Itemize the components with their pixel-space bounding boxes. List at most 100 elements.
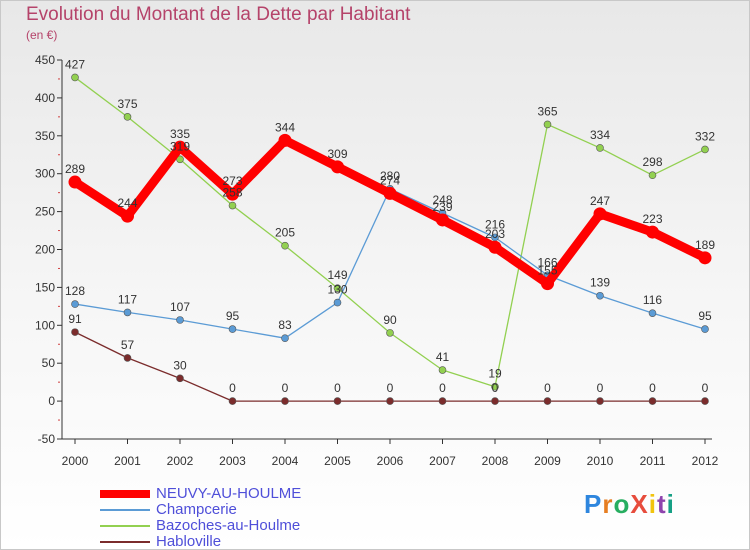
data-label: 0: [439, 381, 446, 395]
data-label: 117: [118, 292, 137, 306]
legend-label: NEUVY-AU-HOULME: [156, 485, 302, 502]
data-label: 0: [229, 381, 236, 395]
data-point: [71, 300, 79, 308]
logo-letter: t: [656, 489, 667, 519]
legend-swatch: [100, 541, 150, 543]
data-point: [71, 73, 79, 82]
data-point: [701, 397, 709, 405]
data-point: [596, 144, 604, 152]
data-point: [68, 175, 82, 189]
data-label: 289: [65, 162, 85, 176]
data-label: 107: [170, 300, 190, 314]
data-label: 344: [275, 120, 295, 134]
data-label: 0: [334, 381, 341, 395]
data-point: [596, 397, 604, 405]
chart-title: Evolution du Montant de la Dette par Hab…: [26, 4, 411, 25]
data-label: 239: [432, 200, 452, 214]
data-label: 223: [642, 212, 662, 226]
data-label: 30: [173, 358, 187, 372]
data-point: [331, 160, 344, 174]
y-tick-label: 250: [35, 205, 55, 219]
data-point: [596, 291, 604, 300]
data-point: [333, 284, 342, 292]
logo-letter: X: [630, 489, 649, 519]
data-point: [646, 225, 659, 239]
data-label: 91: [68, 312, 82, 326]
y-tick-label: 150: [35, 280, 55, 294]
data-label: 203: [485, 227, 505, 241]
data-label: 139: [590, 276, 610, 290]
legend-swatch: [100, 525, 150, 527]
data-point: [438, 397, 447, 405]
data-label: 258: [222, 186, 242, 200]
data-label: 0: [282, 381, 289, 395]
data-label: 0: [492, 381, 499, 395]
data-label: 0: [387, 381, 394, 395]
data-point: [593, 207, 607, 221]
logo-letter: i: [648, 489, 657, 519]
x-tick-label: 2002: [167, 454, 194, 468]
logo-letter: P: [584, 489, 603, 519]
y-tick-label: 200: [35, 243, 55, 257]
data-label: 244: [117, 196, 137, 210]
y-tick-label: -50: [38, 432, 56, 446]
x-tick-label: 2004: [272, 454, 299, 468]
logo-letter: i: [666, 489, 675, 519]
data-label: 130: [327, 283, 347, 297]
data-label: 280: [380, 169, 400, 183]
data-point: [228, 397, 237, 405]
data-label: 0: [544, 381, 551, 395]
legend-swatch: [100, 490, 150, 498]
data-label: 332: [695, 129, 715, 143]
data-label: 90: [383, 313, 397, 327]
data-point: [176, 374, 184, 383]
data-label: 205: [275, 226, 295, 240]
data-point: [281, 241, 289, 250]
x-tick-label: 2006: [377, 454, 404, 468]
data-point: [701, 325, 709, 333]
logo-letter: r: [602, 489, 614, 519]
data-label: 0: [702, 381, 709, 395]
data-point: [488, 240, 502, 254]
legend-label: Bazoches-au-Houlme: [156, 517, 301, 534]
proxiti-logo: ProXiti: [584, 489, 675, 520]
x-tick-label: 2009: [534, 454, 561, 468]
data-point: [698, 251, 712, 265]
data-label: 83: [278, 318, 292, 332]
data-label: 116: [643, 293, 662, 307]
data-label: 375: [117, 97, 137, 111]
data-label: 41: [436, 350, 450, 364]
y-tick-label: 300: [35, 167, 55, 181]
y-tick-label: 350: [35, 129, 55, 143]
y-tick-label: 400: [35, 91, 55, 105]
data-label: 166: [537, 255, 557, 269]
data-label: 248: [432, 193, 452, 207]
data-label: 298: [642, 155, 662, 169]
data-label: 57: [121, 338, 135, 352]
data-label: 19: [488, 367, 502, 381]
data-label: 128: [65, 284, 85, 298]
data-point: [173, 140, 187, 154]
data-point: [176, 316, 184, 324]
y-tick-label: 100: [35, 318, 55, 332]
y-tick-label: 450: [35, 53, 55, 67]
data-point: [386, 329, 394, 337]
data-label: 309: [327, 147, 347, 161]
data-point: [333, 298, 342, 307]
data-point: [123, 354, 132, 362]
data-point: [648, 171, 657, 180]
data-label: 95: [698, 309, 712, 323]
data-point: [386, 397, 394, 405]
x-tick-label: 2008: [482, 454, 509, 468]
data-point: [491, 382, 499, 391]
x-tick-label: 2000: [62, 454, 89, 468]
data-point: [281, 334, 289, 342]
data-label: 95: [226, 309, 240, 323]
data-label: 274: [380, 173, 400, 187]
data-point: [541, 277, 554, 291]
data-point: [438, 366, 447, 374]
data-point: [648, 309, 657, 317]
data-point: [491, 397, 499, 405]
